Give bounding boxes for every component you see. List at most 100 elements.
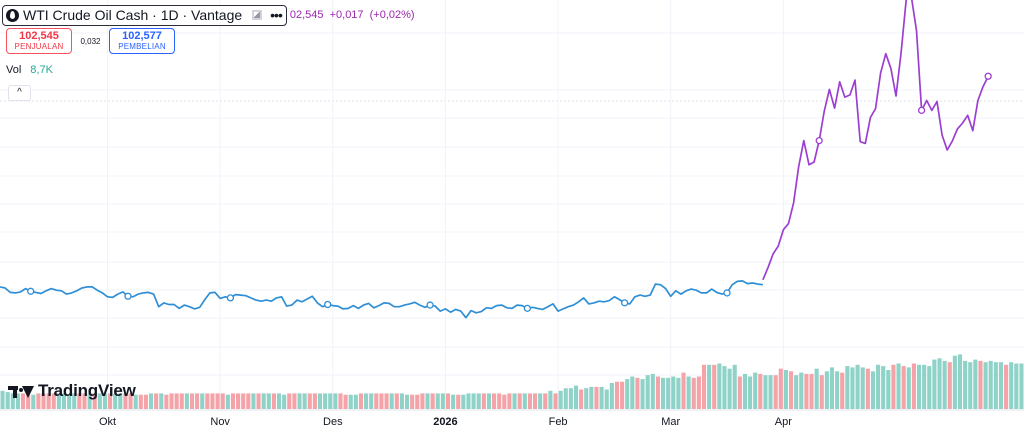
volume-bar <box>169 393 174 409</box>
collapse-legend-button[interactable]: ^ <box>8 85 31 101</box>
volume-bar <box>113 393 118 409</box>
volume-bar <box>241 393 246 409</box>
buy-price: 102,577 <box>122 30 162 42</box>
volume-bar <box>497 393 502 409</box>
sell-price: 102,545 <box>19 30 59 42</box>
volume-bar <box>164 394 169 409</box>
volume-bar <box>911 363 916 409</box>
event-marker[interactable] <box>815 136 823 145</box>
volume-bar <box>256 393 261 409</box>
volume-bar <box>323 393 328 409</box>
volume-bar <box>440 393 445 409</box>
event-marker[interactable] <box>984 72 992 80</box>
volume-bar <box>143 394 148 409</box>
volume-bar <box>1009 362 1014 409</box>
volume-bar <box>855 364 860 409</box>
volume-bar <box>691 377 696 409</box>
volume-bar <box>92 393 97 409</box>
volume-bar <box>978 360 983 409</box>
volume-bar <box>635 377 640 409</box>
tradingview-name: TradingView <box>38 381 136 400</box>
volume-bar <box>527 393 532 409</box>
volume-bar <box>645 375 650 409</box>
volume-bar <box>220 393 225 409</box>
volume-bar <box>1019 363 1024 409</box>
event-marker[interactable] <box>723 289 731 297</box>
volume-bar <box>179 393 184 409</box>
volume-bar <box>922 364 927 409</box>
event-marker[interactable] <box>27 287 35 295</box>
symbol-selector[interactable]: WTI Crude Oil Cash · 1D · Vantage ••• <box>2 4 287 26</box>
volume-bar <box>133 394 138 409</box>
volume-bar <box>840 372 845 409</box>
volume-bar <box>512 393 517 409</box>
volume-bar <box>486 393 492 409</box>
volume-bar <box>927 366 932 409</box>
volume-bar <box>973 359 978 409</box>
x-tick-label: Okt <box>98 416 117 428</box>
volume-bar <box>630 376 635 409</box>
event-marker[interactable] <box>620 299 629 307</box>
x-tick-label: Mar <box>661 416 681 428</box>
event-marker[interactable] <box>917 106 926 114</box>
volume-bar <box>261 393 266 409</box>
volume-bar <box>573 385 579 409</box>
volume-bar <box>456 394 461 409</box>
volume-bar <box>568 388 573 409</box>
volume-bar <box>15 393 20 409</box>
volume-bar <box>794 375 799 409</box>
volume-bar <box>123 393 128 409</box>
volume-bar <box>620 381 625 409</box>
volume-bar <box>553 393 558 409</box>
event-marker[interactable] <box>426 301 434 309</box>
volume-bar <box>189 393 195 409</box>
volume-bar <box>655 376 660 409</box>
volume-bar <box>77 393 82 409</box>
volume-bar <box>819 375 824 409</box>
more-icon[interactable]: ••• <box>270 7 283 23</box>
volume-bar <box>963 360 968 409</box>
event-marker[interactable] <box>124 292 132 300</box>
volume-bar <box>758 373 763 409</box>
volume-bar <box>896 363 901 409</box>
sell-label: PENJUALAN <box>14 42 64 51</box>
event-marker[interactable] <box>324 300 332 309</box>
sell-button[interactable]: 102,545 PENJUALAN <box>6 28 72 54</box>
volume-bar <box>87 393 92 409</box>
volume-bar <box>916 364 922 409</box>
volume-bar <box>707 364 712 409</box>
volume-bar <box>476 393 481 409</box>
volume-bar <box>5 392 10 409</box>
volume-bar <box>266 393 271 409</box>
volume-bar <box>604 389 609 409</box>
volume-bar <box>952 355 957 409</box>
volume-bar <box>82 393 87 409</box>
buy-button[interactable]: 102,577 PEMBELIAN <box>109 28 175 54</box>
volume-bar <box>358 393 364 409</box>
event-marker[interactable] <box>523 304 532 313</box>
volume-bar <box>384 393 389 409</box>
volume-bar <box>845 366 850 409</box>
volume-bar <box>445 393 451 409</box>
volume-bar <box>20 393 26 409</box>
volume-bar <box>609 383 614 409</box>
x-tick-label: Apr <box>774 416 792 428</box>
x-tick-label: Nov <box>210 416 230 428</box>
tradingview-logo[interactable]: TradingView <box>8 381 136 401</box>
volume-bar <box>159 393 164 409</box>
buy-label: PEMBELIAN <box>118 42 166 51</box>
ohlc-values: 02,545 +0,017 (+0,02%) <box>290 9 418 21</box>
volume-bar <box>748 376 753 409</box>
price-line-blue <box>0 280 763 319</box>
volume-bar <box>763 375 768 409</box>
event-marker[interactable] <box>226 294 235 302</box>
volume-bar <box>558 390 563 409</box>
volume-bar <box>492 393 497 409</box>
volume-bar <box>712 364 717 409</box>
volume-bar <box>640 379 645 409</box>
tradingview-logo-icon <box>8 383 36 399</box>
volume-bar <box>348 394 353 409</box>
flag-icon[interactable] <box>252 10 263 20</box>
volume-bar <box>333 393 338 409</box>
